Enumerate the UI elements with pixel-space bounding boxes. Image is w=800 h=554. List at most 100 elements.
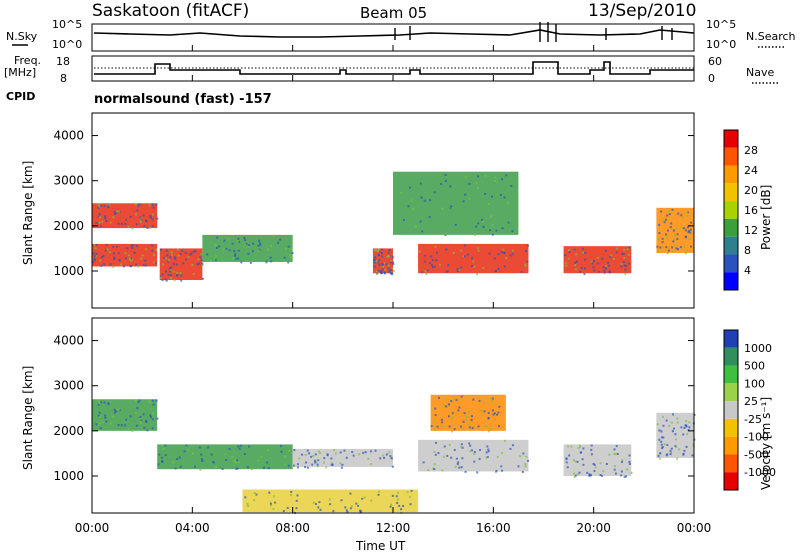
echo-speckle — [136, 209, 139, 212]
echo-speckle — [610, 254, 613, 257]
echo-speckle — [622, 252, 625, 255]
echo-speckle — [104, 215, 107, 218]
echo-speckle — [661, 436, 664, 439]
echo-speckle — [390, 259, 393, 262]
echo-speckle — [684, 252, 687, 255]
echo-speckle — [176, 457, 179, 460]
echo-speckle — [345, 509, 348, 512]
echo-speckle — [526, 260, 529, 263]
echo-speckle — [374, 449, 377, 452]
echo-speckle — [433, 418, 436, 421]
echo-speckle — [425, 273, 428, 276]
echo-speckle — [315, 460, 318, 463]
echo-speckle — [102, 263, 105, 266]
echo-speckle — [387, 267, 390, 270]
echo-speckle — [450, 400, 453, 403]
echo-speckle — [134, 399, 137, 402]
colorbar-swatch — [724, 254, 738, 273]
echo-speckle — [113, 212, 116, 215]
echo-speckle — [262, 466, 265, 469]
echo-speckle — [604, 249, 607, 252]
echo-speckle — [196, 263, 199, 266]
echo-speckle — [106, 248, 109, 251]
echo-speckle — [603, 271, 606, 274]
echo-speckle — [137, 401, 140, 404]
velocity-ylabel: Slant Range [km] — [21, 366, 35, 470]
colorbar-swatch — [724, 454, 738, 473]
echo-speckle — [684, 236, 687, 239]
echo-speckle — [376, 261, 379, 264]
echo-speckle — [565, 457, 568, 460]
echo-speckle — [184, 252, 187, 255]
echo-speckle — [688, 426, 691, 429]
echo-speckle — [162, 448, 165, 451]
echo-speckle — [602, 266, 605, 269]
echo-speckle — [232, 257, 235, 260]
echo-speckle — [660, 440, 663, 443]
echo-speckle — [174, 257, 177, 260]
echo-speckle — [94, 247, 97, 250]
echo-speckle — [258, 239, 261, 242]
echo-speckle — [487, 417, 490, 420]
colorbar-tick-label: 4 — [744, 264, 751, 277]
echo-speckle — [190, 252, 193, 255]
echo-speckle — [122, 265, 125, 268]
echo-speckle — [246, 505, 249, 508]
echo-speckle — [333, 448, 336, 451]
echo-speckle — [100, 401, 103, 404]
echo-speckle — [605, 264, 608, 267]
echo-speckle — [671, 246, 674, 249]
echo-speckle — [613, 448, 616, 451]
echo-speckle — [157, 463, 160, 466]
echo-speckle — [577, 447, 580, 450]
echo-speckle — [454, 465, 457, 468]
echo-speckle — [384, 268, 387, 271]
echo-speckle — [470, 418, 473, 421]
echo-speckle — [665, 233, 668, 236]
echo-speckle — [564, 254, 567, 257]
echo-speckle — [331, 462, 334, 465]
echo-speckle — [288, 449, 291, 452]
echo-speckle — [656, 245, 659, 248]
echo-speckle — [139, 417, 142, 420]
echo-speckle — [163, 457, 166, 460]
echo-speckle — [682, 452, 685, 455]
echo-speckle — [456, 268, 459, 271]
echo-speckle — [626, 248, 629, 251]
echo-speckle — [666, 229, 669, 232]
echo-speckle — [502, 248, 505, 251]
echo-speckle — [174, 467, 177, 470]
echo-speckle — [460, 249, 463, 252]
echo-speckle — [99, 259, 102, 262]
echo-speckle — [468, 426, 471, 429]
echo-speckle — [375, 273, 378, 276]
echo-speckle — [200, 259, 203, 262]
echo-speckle — [391, 465, 394, 468]
echo-speckle — [677, 212, 680, 215]
echo-speckle — [469, 444, 472, 447]
echo-speckle — [628, 460, 631, 463]
echo-speckle — [461, 446, 464, 449]
echo-speckle — [249, 261, 252, 264]
echo-speckle — [464, 470, 467, 473]
echo-speckle — [314, 453, 317, 456]
velocity-colorbar: 1000 500 100 25 -25 -100 -500 -1000 — [723, 329, 776, 491]
echo-speckle — [174, 256, 177, 259]
echo-speckle — [457, 409, 460, 412]
echo-speckle — [389, 268, 392, 271]
echo-speckle — [499, 193, 502, 196]
velocity-xticks: 00:00 04:00 08:00 12:00 16:00 20:00 00:00 — [75, 45, 711, 535]
echo-speckle — [248, 445, 251, 448]
echo-speckle — [233, 459, 236, 462]
echo-speckle — [112, 245, 115, 248]
echo-speckle — [577, 473, 580, 476]
echo-speckle — [435, 259, 438, 262]
echo-speckle — [209, 259, 212, 262]
echo-speckle — [524, 264, 527, 267]
echo-speckle — [306, 449, 309, 452]
echo-speckle — [593, 463, 596, 466]
echo-speckle — [575, 268, 578, 271]
echo-speckle — [318, 501, 321, 504]
colorbar-swatch — [724, 236, 738, 255]
